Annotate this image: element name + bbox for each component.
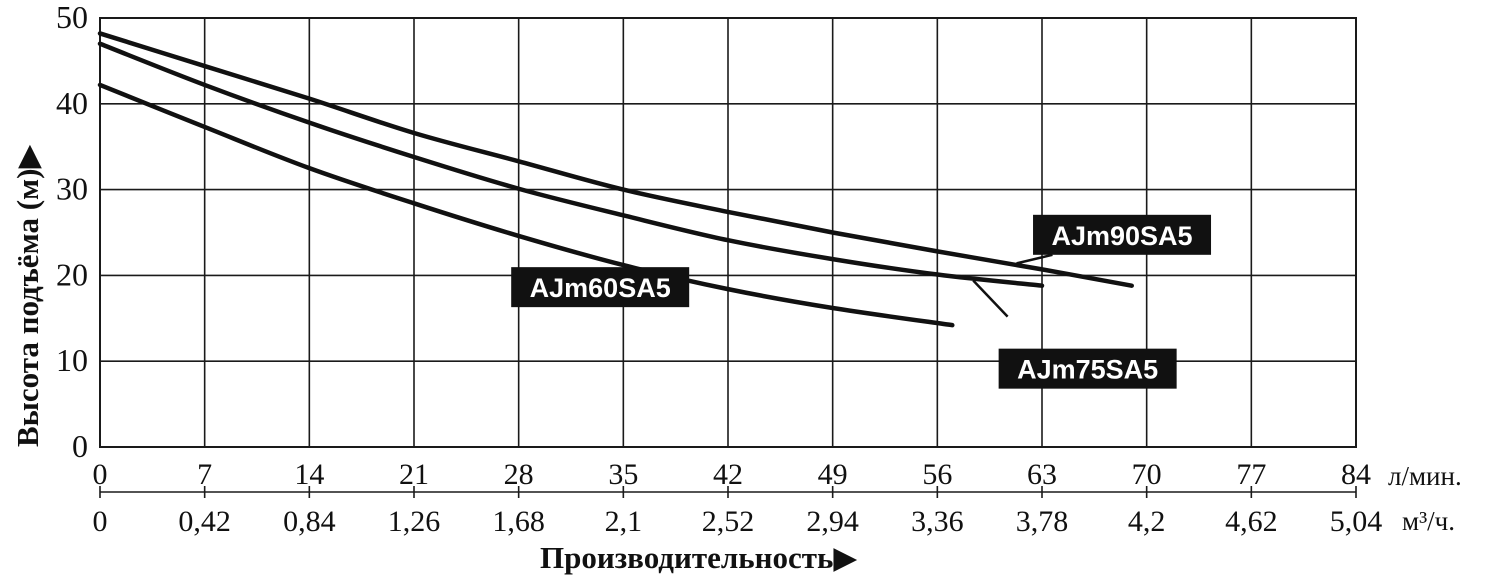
x-tick-label-m3h: 3,36 bbox=[911, 505, 964, 538]
x-unit-secondary: м³/ч. bbox=[1402, 506, 1455, 536]
series-label-box bbox=[998, 348, 1177, 389]
y-tick-label: 20 bbox=[56, 256, 88, 292]
x-tick-label-lmin: 0 bbox=[93, 458, 108, 491]
series-label-ajm90sa5: AJm90SA5 bbox=[1051, 221, 1192, 251]
y-tick-label: 30 bbox=[56, 171, 88, 207]
x-tick-label-lmin: 28 bbox=[504, 458, 534, 491]
series-line-ajm90sa5 bbox=[97, 31, 1134, 288]
label-leader-line bbox=[1016, 253, 1053, 265]
x-tick-label-m3h: 1,68 bbox=[492, 505, 545, 538]
x-axis-title: Производительность▶ bbox=[540, 540, 857, 575]
x-tick-label-lmin: 84 bbox=[1341, 458, 1371, 491]
grid bbox=[99, 17, 1357, 498]
x-tick-label-lmin: 70 bbox=[1132, 458, 1162, 491]
y-tick-label: 40 bbox=[56, 85, 88, 121]
x-tick-label-m3h: 3,78 bbox=[1016, 505, 1069, 538]
x-tick-label-lmin: 56 bbox=[922, 458, 952, 491]
y-axis-arrow-icon: ▶ bbox=[10, 145, 45, 169]
series-line-ajm75sa5 bbox=[97, 41, 1045, 288]
plot-frame bbox=[99, 17, 1357, 448]
x-tick-label-m3h: 4,2 bbox=[1128, 505, 1166, 538]
x-tick-label-m3h: 2,52 bbox=[702, 505, 755, 538]
x-tick-label-m3h: 0,42 bbox=[178, 505, 231, 538]
y-tick-label: 10 bbox=[56, 342, 88, 378]
series-line-ajm60sa5 bbox=[97, 82, 955, 328]
x-tick-label-m3h: 2,94 bbox=[806, 505, 859, 538]
x-tick-label-lmin: 35 bbox=[608, 458, 638, 491]
x-unit-primary: л/мин. bbox=[1388, 461, 1462, 491]
x-tick-label-m3h: 0 bbox=[93, 505, 108, 538]
series-label-ajm60sa5: AJm60SA5 bbox=[530, 273, 671, 303]
series-label-box bbox=[1033, 214, 1212, 255]
curves bbox=[97, 31, 1134, 328]
series-label-ajm75sa5: AJm75SA5 bbox=[1017, 355, 1158, 385]
x-tick-label-m3h: 4,62 bbox=[1225, 505, 1278, 538]
x-tick-label-lmin: 14 bbox=[294, 458, 324, 491]
series-label-box bbox=[511, 267, 690, 308]
x-tick-label-lmin: 7 bbox=[197, 458, 212, 491]
y-axis-title: Высота подъёма (м)▶ bbox=[10, 145, 45, 448]
series-labels: AJm60SA5 AJm75SA5 AJm90SA5 bbox=[511, 214, 1212, 389]
x-tick-label-lmin: 42 bbox=[713, 458, 743, 491]
y-axis-title-text: Высота подъёма (м) bbox=[10, 169, 45, 448]
x-tick-label-m3h: 5,04 bbox=[1330, 505, 1383, 538]
x-tick-label-lmin: 21 bbox=[399, 458, 429, 491]
label-leader-line bbox=[972, 279, 1009, 318]
x-tick-label-m3h: 1,26 bbox=[388, 505, 441, 538]
x-tick-label-lmin: 77 bbox=[1236, 458, 1266, 491]
x-tick-label-lmin: 63 bbox=[1027, 458, 1057, 491]
y-tick-label: 0 bbox=[72, 428, 88, 464]
y-tick-label: 50 bbox=[56, 0, 88, 35]
x-tick-label-m3h: 0,84 bbox=[283, 505, 336, 538]
tick-labels: 0 7 14 21 28 35 42 49 56 63 70 77 84 0 0,42 0,84 1,26 1,6… bbox=[56, 0, 1382, 538]
x-tick-label-lmin: 49 bbox=[818, 458, 848, 491]
x-axis-title-text: Производительность bbox=[540, 540, 833, 575]
x-tick-label-m3h: 2,1 bbox=[605, 505, 643, 538]
x-axis-arrow-icon: ▶ bbox=[833, 540, 857, 575]
